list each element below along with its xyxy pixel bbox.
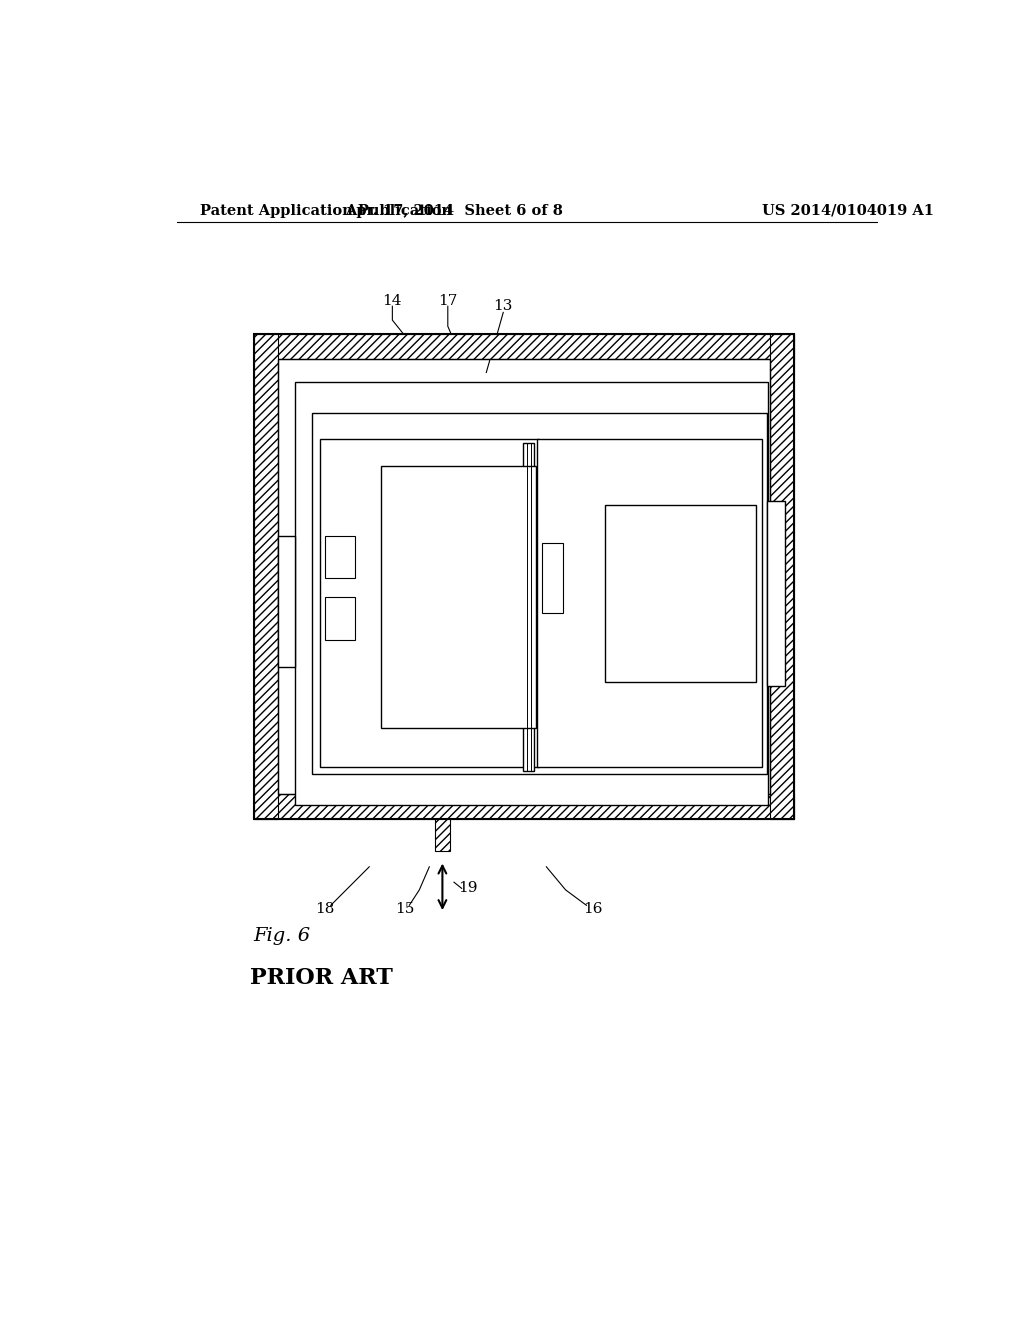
Text: US 2014/0104019 A1: US 2014/0104019 A1 bbox=[762, 203, 934, 218]
Bar bbox=[523, 444, 535, 771]
Bar bbox=[312, 413, 767, 775]
Text: Apr. 17, 2014  Sheet 6 of 8: Apr. 17, 2014 Sheet 6 of 8 bbox=[345, 203, 563, 218]
Text: 16: 16 bbox=[583, 902, 602, 916]
Bar bbox=[295, 381, 768, 805]
Bar bbox=[319, 440, 540, 767]
Bar bbox=[542, 544, 563, 612]
Bar bbox=[279, 359, 770, 795]
Bar bbox=[279, 359, 770, 795]
Text: Fig. 6: Fig. 6 bbox=[254, 927, 311, 945]
Bar bbox=[254, 334, 795, 818]
Bar bbox=[381, 466, 537, 729]
Text: 14: 14 bbox=[383, 294, 402, 308]
Bar bbox=[279, 536, 295, 667]
Bar bbox=[254, 795, 795, 818]
Text: 13: 13 bbox=[494, 300, 513, 313]
Text: PRIOR ART: PRIOR ART bbox=[250, 968, 393, 990]
Text: 17: 17 bbox=[438, 294, 458, 308]
Bar bbox=[604, 506, 756, 682]
Bar bbox=[325, 597, 355, 640]
Bar bbox=[254, 334, 795, 359]
Bar bbox=[254, 334, 279, 818]
Text: 18: 18 bbox=[315, 902, 334, 916]
Text: 19: 19 bbox=[458, 882, 477, 895]
Text: 15: 15 bbox=[395, 902, 415, 916]
Bar bbox=[435, 818, 451, 851]
Bar bbox=[538, 440, 762, 767]
Bar bbox=[770, 334, 795, 818]
Bar bbox=[767, 502, 785, 686]
Bar bbox=[325, 536, 355, 578]
Text: Patent Application Publication: Patent Application Publication bbox=[200, 203, 452, 218]
